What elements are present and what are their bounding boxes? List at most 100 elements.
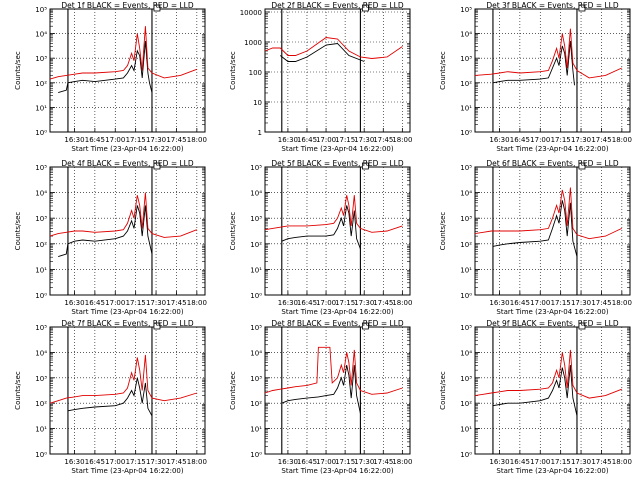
series-line-events bbox=[58, 40, 153, 94]
x-tick-label: 18:00 bbox=[612, 299, 632, 307]
x-tick-label: 16:45 bbox=[85, 458, 105, 466]
y-tick-label: 10⁰ bbox=[35, 451, 47, 459]
y-tick-label: 10¹ bbox=[250, 426, 262, 434]
y-tick-label: 10⁰ bbox=[250, 451, 262, 459]
x-axis-label: Start Time (23-Apr-04 16:22:00) bbox=[281, 145, 393, 153]
x-axis-label: Start Time (23-Apr-04 16:22:00) bbox=[496, 467, 608, 475]
y-tick-label: 10³ bbox=[250, 375, 262, 383]
y-tick-label: 10³ bbox=[460, 215, 472, 223]
chart-title: Det 9f BLACK = Events, RED = LLD bbox=[486, 319, 619, 328]
y-tick-label: 10³ bbox=[35, 375, 47, 383]
y-axis-label: Counts/sec bbox=[229, 371, 237, 410]
x-tick-label: 16:45 bbox=[297, 136, 317, 144]
y-tick-label: 10⁴ bbox=[250, 190, 262, 198]
y-tick-label: 10¹ bbox=[460, 266, 472, 274]
series-line-events bbox=[281, 205, 361, 250]
y-tick-label: 1000 bbox=[244, 39, 262, 47]
x-tick-label: 17:15 bbox=[551, 458, 571, 466]
x-tick-label: 17:00 bbox=[316, 299, 336, 307]
y-tick-label: 10³ bbox=[460, 55, 472, 63]
x-tick-label: 18:00 bbox=[612, 458, 632, 466]
x-axis-label: Start Time (23-Apr-04 16:22:00) bbox=[71, 467, 183, 475]
x-tick-label: 17:00 bbox=[530, 299, 550, 307]
y-tick-label: 10³ bbox=[460, 375, 472, 383]
x-tick-label: 18:00 bbox=[392, 299, 412, 307]
x-tick-label: 17:45 bbox=[166, 299, 186, 307]
x-tick-label: 17:00 bbox=[530, 458, 550, 466]
y-tick-label: 10¹ bbox=[460, 104, 472, 112]
y-axis-label: Counts/sec bbox=[439, 51, 447, 90]
x-axis-label: Start Time (23-Apr-04 16:22:00) bbox=[71, 308, 183, 316]
y-tick-label: 10⁵ bbox=[35, 324, 47, 332]
series-line-events bbox=[492, 200, 578, 257]
y-tick-label: 10² bbox=[250, 400, 262, 408]
series-line-lld bbox=[474, 28, 622, 79]
x-tick-label: 16:45 bbox=[85, 299, 105, 307]
chart-title: Det 4f BLACK = Events, RED = LLD bbox=[61, 159, 194, 168]
marker-box-icon bbox=[361, 162, 369, 170]
y-tick-label: 10⁴ bbox=[460, 349, 472, 357]
x-tick-label: 16:45 bbox=[510, 299, 530, 307]
series-line-lld bbox=[474, 187, 622, 240]
x-tick-label: 17:15 bbox=[551, 299, 571, 307]
series-line-events bbox=[492, 365, 578, 417]
series-line-lld bbox=[49, 354, 197, 404]
y-tick-label: 10 bbox=[253, 99, 262, 107]
chart-title: Det 6f BLACK = Events, RED = LLD bbox=[486, 159, 619, 168]
series-line-lld bbox=[49, 192, 197, 238]
x-tick-label: 16:30 bbox=[278, 136, 298, 144]
y-tick-label: 10² bbox=[35, 80, 47, 88]
y-tick-label: 10⁵ bbox=[250, 324, 262, 332]
y-tick-label: 10³ bbox=[35, 215, 47, 223]
y-axis-label: Counts/sec bbox=[14, 51, 22, 90]
plot-frame bbox=[474, 8, 631, 133]
plot-frame bbox=[49, 166, 206, 296]
y-tick-label: 10¹ bbox=[35, 266, 47, 274]
series-line-events bbox=[280, 43, 365, 62]
y-tick-label: 10¹ bbox=[35, 426, 47, 434]
series-line-lld bbox=[474, 349, 622, 399]
x-tick-label: 17:30 bbox=[571, 299, 591, 307]
y-tick-label: 10⁰ bbox=[35, 129, 47, 137]
marker-box-icon bbox=[578, 162, 586, 170]
y-tick-label: 10² bbox=[460, 400, 472, 408]
x-tick-label: 17:00 bbox=[316, 458, 336, 466]
x-axis-label: Start Time (23-Apr-04 16:22:00) bbox=[496, 145, 608, 153]
x-tick-label: 17:30 bbox=[354, 299, 374, 307]
y-axis-label: Counts/sec bbox=[14, 212, 22, 251]
x-tick-label: 18:00 bbox=[392, 136, 412, 144]
chart-panel-5: 10⁰10¹10²10³10⁴10⁵16:3016:4517:0017:1517… bbox=[229, 159, 412, 316]
x-tick-label: 17:45 bbox=[166, 458, 186, 466]
x-tick-label: 17:30 bbox=[571, 136, 591, 144]
x-tick-label: 16:45 bbox=[510, 458, 530, 466]
x-tick-label: 18:00 bbox=[187, 136, 207, 144]
y-tick-label: 10¹ bbox=[35, 104, 47, 112]
x-tick-label: 17:30 bbox=[146, 458, 166, 466]
y-tick-label: 10⁴ bbox=[35, 31, 47, 39]
y-tick-label: 10² bbox=[35, 241, 47, 249]
x-tick-label: 16:45 bbox=[85, 136, 105, 144]
x-tick-label: 18:00 bbox=[612, 136, 632, 144]
x-tick-label: 17:30 bbox=[354, 458, 374, 466]
y-tick-label: 10⁰ bbox=[460, 451, 472, 459]
series-line-events bbox=[58, 205, 153, 258]
x-tick-label: 18:00 bbox=[187, 458, 207, 466]
x-axis-label: Start Time (23-Apr-04 16:22:00) bbox=[496, 308, 608, 316]
x-tick-label: 17:15 bbox=[126, 458, 146, 466]
x-tick-label: 18:00 bbox=[187, 299, 207, 307]
series-line-lld bbox=[264, 346, 403, 395]
x-tick-label: 16:30 bbox=[64, 458, 84, 466]
y-tick-label: 10⁴ bbox=[35, 349, 47, 357]
x-axis-label: Start Time (23-Apr-04 16:22:00) bbox=[281, 467, 393, 475]
y-tick-label: 10⁵ bbox=[460, 324, 472, 332]
x-tick-label: 18:00 bbox=[392, 458, 412, 466]
y-tick-label: 10⁵ bbox=[250, 164, 262, 172]
y-axis-label: Counts/sec bbox=[229, 51, 237, 90]
x-tick-label: 17:30 bbox=[146, 299, 166, 307]
x-tick-label: 16:30 bbox=[64, 136, 84, 144]
